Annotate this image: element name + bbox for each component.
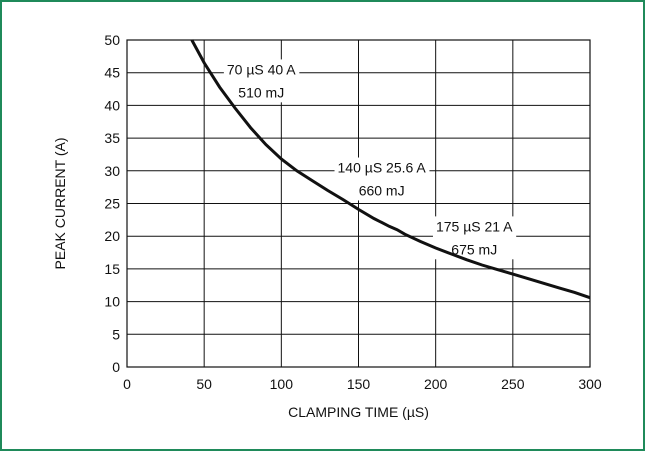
y-tick-label: 35	[104, 130, 120, 146]
chart-svg: 0 50 100 150 200 250 300 05101520253035404550 …	[52, 32, 602, 420]
x-tick-label: 300	[578, 376, 602, 392]
y-tick-label: 45	[104, 65, 120, 81]
annotation-line-2: 510 mJ	[238, 84, 284, 100]
annotation-line-1: 175 µS 21 A	[436, 218, 513, 234]
y-tick-label: 25	[104, 196, 120, 212]
annotations: 70 µS 40 A 510 mJ 140 µS 25.6 A 660 mJ 175 µ…	[223, 59, 517, 260]
annotation-line-1: 140 µS 25.6 A	[338, 160, 427, 176]
grid-lines	[127, 40, 590, 367]
y-tick-label: 40	[104, 97, 120, 113]
y-tick-label: 0	[112, 359, 120, 375]
x-tick-label: 100	[270, 376, 294, 392]
x-tick-label: 200	[424, 376, 448, 392]
y-tick-label: 15	[104, 261, 120, 277]
series-line	[190, 39, 591, 300]
x-tick-label: 250	[501, 376, 525, 392]
annotation-label: 175 µS 21 A 675 mJ	[432, 216, 517, 260]
y-tick-label: 10	[104, 294, 120, 310]
annotation-line-2: 675 mJ	[451, 241, 497, 257]
annotation-line-2: 660 mJ	[359, 182, 405, 198]
y-tick-label: 20	[104, 228, 120, 244]
x-tick-label: 0	[123, 376, 131, 392]
y-tick-label: 30	[104, 163, 120, 179]
annotation-label: 70 µS 40 A 510 mJ	[223, 59, 300, 103]
x-axis-title: CLAMPING TIME (µS)	[288, 404, 429, 420]
y-tick-label: 50	[104, 32, 120, 48]
x-tick-label: 50	[196, 376, 212, 392]
annotation-label: 140 µS 25.6 A 660 mJ	[334, 157, 430, 201]
y-tick-label: 5	[112, 326, 120, 342]
annotation-background	[223, 59, 300, 103]
annotation-line-1: 70 µS 40 A	[227, 61, 296, 77]
plot-border	[126, 39, 591, 368]
y-tick-labels: 0 5 10 15 20 25 30 35 40 45 50	[104, 32, 120, 375]
x-tick-label: 150	[347, 376, 371, 392]
x-tick-labels: 0 50 100 150 200 250 300	[123, 376, 602, 392]
annotation-background	[334, 157, 430, 201]
y-axis-title: PEAK CURRENT (A)	[52, 138, 68, 270]
